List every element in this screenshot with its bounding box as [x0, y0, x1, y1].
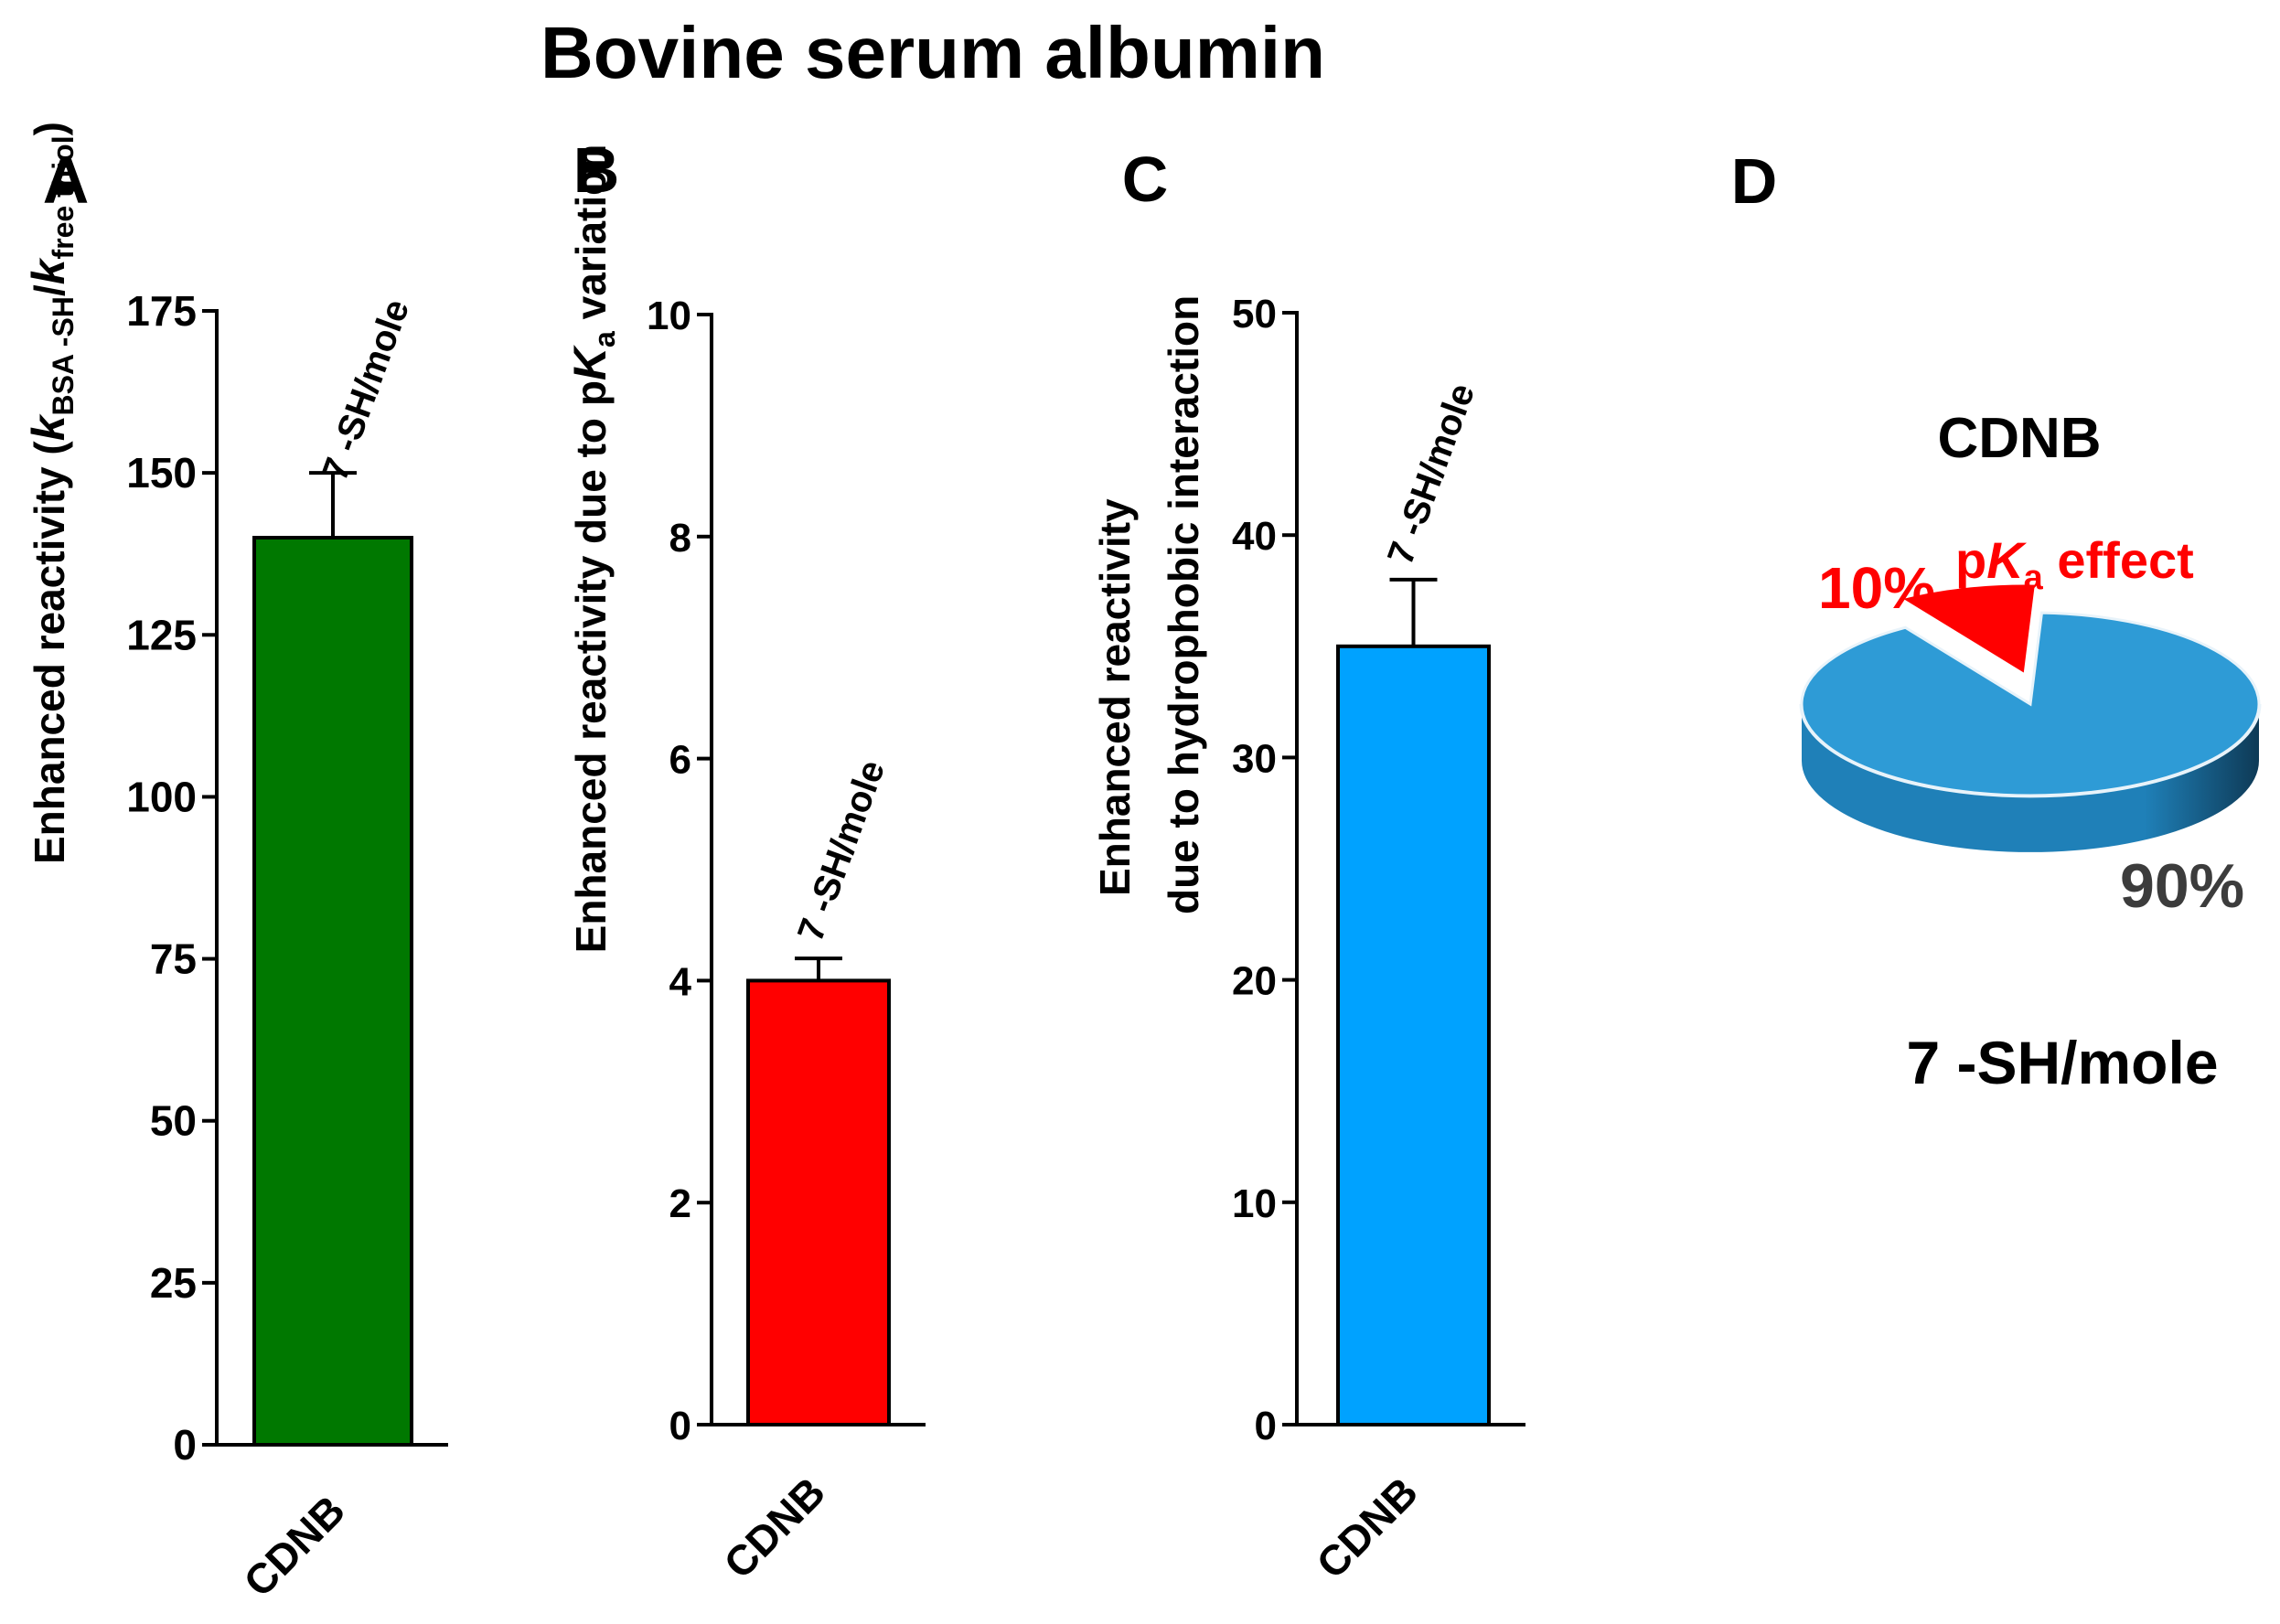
- panel-label-d: D: [1731, 145, 1778, 217]
- bar-annotation-a: 7 -SH/mole: [315, 294, 417, 486]
- y-ticks-c: 0 10 20 30 40 50: [1232, 292, 1297, 1448]
- y-axis-label-a-lead: Enhanced reactivity (: [26, 441, 73, 864]
- panel-c: C Enhanced reactivity due to hydrophobic…: [1091, 144, 1525, 1587]
- y-axis-label-a-k1: k: [23, 413, 74, 441]
- error-bars-a: [309, 471, 357, 538]
- pie-slice-90: [1800, 611, 2261, 797]
- y-tick-label: 25: [150, 1259, 197, 1307]
- y-tick-label: 8: [669, 516, 691, 561]
- x-category-label-a: CDNB: [234, 1486, 354, 1606]
- bar-annotation-b: 7 -SH/mole: [790, 755, 893, 946]
- y-tick-label: 10: [1232, 1181, 1277, 1226]
- y-axis-label-a-close: ): [26, 122, 73, 135]
- y-axis-label-c-line1: Enhanced reactivity: [1091, 498, 1139, 896]
- bar-cdnb: [1336, 644, 1491, 1426]
- bar-annotation-c: 7 -SH/mole: [1380, 379, 1483, 570]
- y-axis-label-a-slash: /: [26, 284, 73, 296]
- bar-cdnb: [746, 978, 891, 1427]
- pie-slice-label-pka-k: K: [1986, 531, 2027, 589]
- y-axis-label-a-k2: k: [23, 257, 74, 284]
- pie-slice-label-pka-value: 10%: [1818, 555, 1935, 621]
- pie-slice-label-pka-sub: a: [2024, 559, 2044, 597]
- bar-cdnb: [252, 536, 413, 1447]
- y-axis-label-b-lead: Enhanced reactivity due to p: [567, 380, 615, 953]
- y-axis-label-a-k1-sub: BSA -SH: [47, 296, 80, 415]
- pie-slice-label-pka-tail: effect: [2043, 531, 2194, 589]
- y-tick-label: 30: [1232, 736, 1277, 781]
- panel-b: B Enhanced reactivity due to pKa variati…: [564, 134, 926, 1587]
- pie-slice-label-pka-p: p: [1955, 531, 1986, 589]
- y-tick-label: 125: [126, 611, 197, 658]
- bars-a: [252, 536, 413, 1447]
- panel-label-a: A: [43, 145, 90, 217]
- y-axis-label-a-k2-sub: free thiol: [47, 135, 80, 259]
- y-tick-label: 150: [126, 449, 197, 497]
- x-category-label-b: CDNB: [714, 1468, 834, 1587]
- y-ticks-b: 0 2 4 6 8 10: [647, 294, 712, 1448]
- y-tick-label: 50: [150, 1097, 197, 1145]
- bars-c: [1336, 644, 1491, 1426]
- bars-b: [746, 978, 891, 1427]
- y-tick-label: 40: [1232, 514, 1277, 559]
- y-axis-label-b-tail: variation: [567, 144, 615, 332]
- figure-title: Bovine serum albumin: [541, 12, 1325, 93]
- y-tick-label: 175: [126, 287, 197, 335]
- y-tick-label: 0: [1255, 1404, 1277, 1448]
- y-axis-label-b-k: K: [564, 344, 615, 380]
- pie-title: CDNB: [1937, 407, 2101, 470]
- y-ticks-a: 0 25 50 75 100 125 150 175: [126, 287, 217, 1469]
- y-axis-label-c-line2: due to hydrophobic interaction: [1160, 295, 1207, 914]
- y-tick-label: 10: [647, 294, 691, 338]
- pie-side: [1802, 704, 2259, 852]
- pie-slice-pka: [1896, 582, 2039, 678]
- pie-slice-label-pka-name: pKa effect: [1955, 531, 2194, 597]
- y-tick-label: 20: [1232, 959, 1277, 1004]
- y-tick-label: 50: [1232, 292, 1277, 337]
- pie-chart: [1799, 582, 2262, 852]
- panel-label-b: B: [573, 134, 620, 206]
- y-tick-label: 75: [150, 935, 197, 983]
- y-tick-label: 2: [669, 1181, 691, 1226]
- panel-a: A Enhanced reactivity (kBSA -SH/kfree th…: [23, 122, 448, 1606]
- y-tick-label: 100: [126, 773, 197, 820]
- y-axis-label-a: Enhanced reactivity (kBSA -SH/kfree thio…: [23, 122, 80, 864]
- y-tick-label: 4: [669, 959, 692, 1004]
- y-tick-label: 0: [173, 1421, 197, 1469]
- x-category-label-c: CDNB: [1307, 1468, 1427, 1587]
- y-tick-label: 0: [669, 1404, 691, 1448]
- panel-d: D CDNB 10% pKa effect 90% 7 -SH/mole: [1731, 145, 2262, 1096]
- y-tick-label: 6: [669, 738, 691, 783]
- pie-subtitle: 7 -SH/mole: [1906, 1029, 2218, 1096]
- error-bars-b: [795, 956, 842, 981]
- panel-label-c: C: [1122, 144, 1169, 215]
- y-axis-label-b-k-sub: a: [588, 331, 621, 347]
- error-bars-c: [1389, 577, 1438, 646]
- pie-slice-label-90: 90%: [2120, 851, 2244, 921]
- y-axis-label-b: Enhanced reactivity due to pKa variation: [564, 144, 621, 954]
